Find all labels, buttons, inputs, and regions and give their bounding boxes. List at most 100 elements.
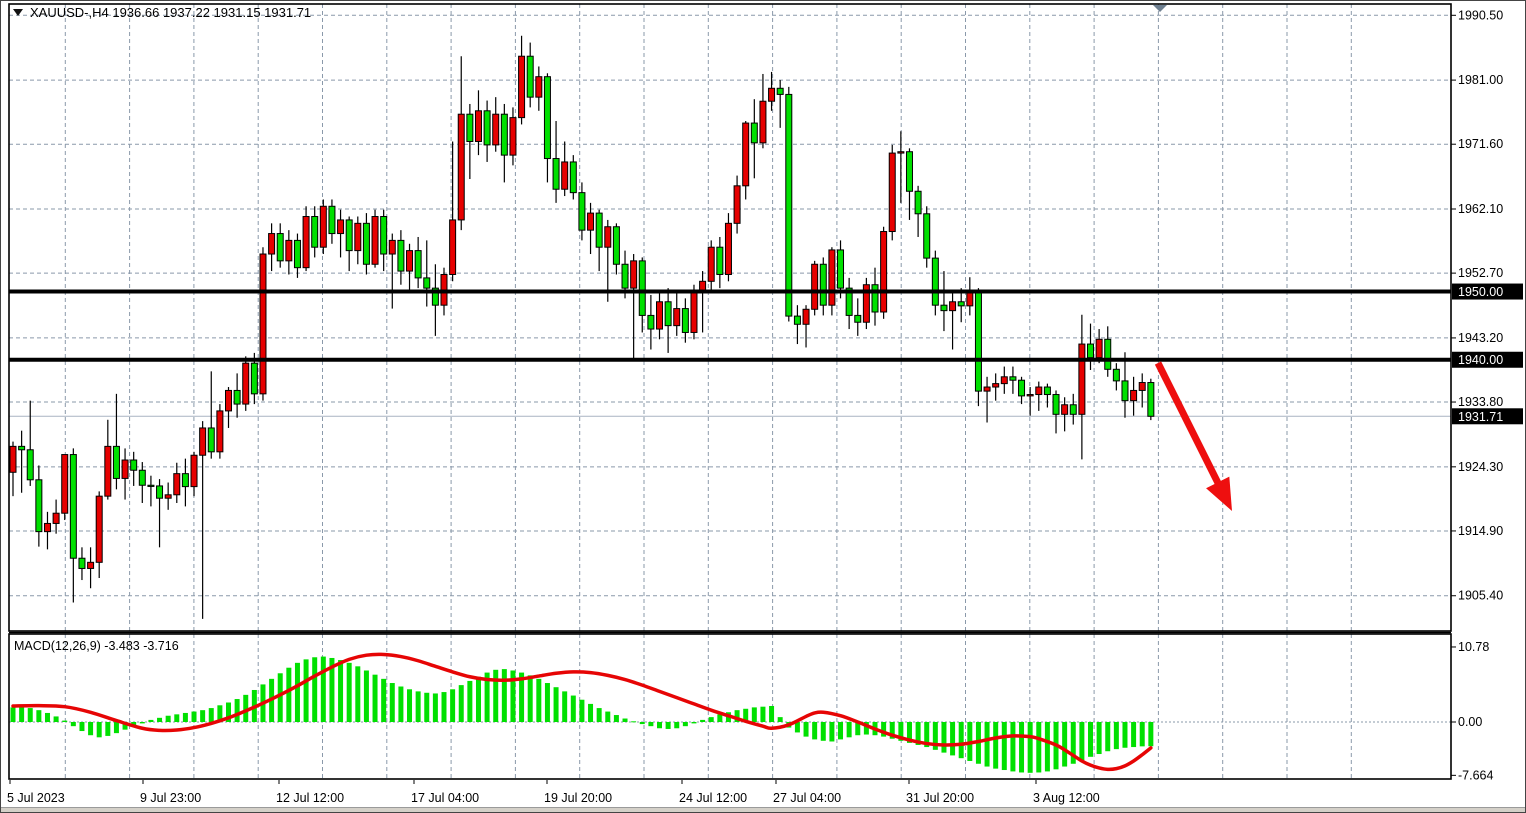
price-tick-label: 1933.80	[1458, 395, 1503, 409]
time-tick-label: 17 Jul 04:00	[411, 791, 479, 805]
candle-body	[173, 473, 181, 496]
candle-body	[388, 239, 396, 255]
candle-body	[43, 522, 51, 533]
candle-body	[276, 233, 284, 262]
candle-body	[380, 216, 388, 255]
candle-body	[1000, 376, 1008, 385]
candle-body	[888, 152, 896, 233]
candle-body	[569, 161, 577, 194]
candle-body	[630, 260, 638, 289]
candles	[9, 35, 1155, 619]
candle-body	[604, 226, 612, 248]
candle-body	[1035, 386, 1043, 396]
candle-body	[966, 291, 974, 307]
price-axis[interactable]: 1990.50 1981.00 1971.60 1962.10 1952.70 1943.…	[1451, 8, 1523, 782]
candle-body	[776, 87, 784, 95]
candle-body	[466, 113, 474, 142]
time-tick-label: 12 Jul 12:00	[276, 791, 344, 805]
price-tick-label: 1952.70	[1458, 266, 1503, 280]
candle-body	[802, 308, 810, 325]
candle-body	[854, 314, 862, 323]
candle-body	[957, 301, 965, 307]
candle-body	[483, 110, 491, 146]
candle-body	[1043, 386, 1051, 396]
candle-body	[992, 383, 1000, 388]
candle-body	[612, 226, 620, 265]
time-tick-label: 5 Jul 2023	[7, 791, 65, 805]
candle-body	[923, 213, 931, 259]
candle-body	[345, 219, 353, 252]
candle-body	[862, 284, 870, 323]
candle-body	[518, 55, 526, 119]
candle-body	[87, 561, 95, 569]
candle-body	[983, 386, 991, 392]
scroll-anchor-icon[interactable]	[1153, 5, 1167, 12]
candle-body	[423, 277, 431, 289]
price-box-label: 1940.00	[1458, 353, 1503, 367]
candle-body	[1078, 343, 1086, 415]
candle-body	[242, 362, 250, 405]
candle-body	[207, 427, 215, 453]
time-tick-label: 27 Jul 04:00	[773, 791, 841, 805]
price-level-box	[1452, 283, 1523, 300]
candle-body	[819, 263, 827, 306]
candle-body	[293, 239, 301, 269]
candle-body	[1061, 404, 1069, 415]
candle-body	[1009, 376, 1017, 381]
candle-body	[595, 212, 603, 248]
macd-tick-label: 0.00	[1458, 715, 1482, 729]
price-level-box	[1452, 351, 1523, 368]
candle-body	[526, 55, 534, 98]
candle-body	[716, 246, 724, 275]
candle-body	[112, 445, 120, 479]
candle-body	[337, 219, 345, 235]
candle-body	[285, 239, 293, 262]
candle-body	[1138, 382, 1146, 391]
time-tick-label: 24 Jul 12:00	[679, 791, 747, 805]
candle-body	[1147, 382, 1155, 417]
macd-signal-line	[11, 652, 1153, 772]
candle-body	[362, 222, 370, 265]
candle-body	[768, 87, 776, 102]
candle-body	[543, 76, 551, 160]
candle-body	[414, 250, 422, 279]
candle-body	[742, 122, 750, 187]
time-axis[interactable]: 5 Jul 2023 9 Jul 23:00 12 Jul 12:00 17 Jul …	[7, 780, 1100, 805]
candle-body	[974, 291, 982, 392]
macd-histogram	[10, 656, 1154, 773]
candle-body	[871, 284, 879, 313]
candle-body	[914, 190, 922, 215]
candle-body	[509, 117, 517, 156]
price-level-box	[1452, 408, 1523, 425]
candle-body	[492, 113, 500, 146]
candle-body	[638, 260, 646, 316]
candle-body	[793, 315, 801, 325]
candle-body	[95, 495, 103, 563]
candle-body	[897, 151, 905, 154]
candle-body	[199, 427, 207, 456]
candle-body	[190, 454, 198, 488]
candle-body	[535, 76, 543, 98]
candle-body	[233, 389, 241, 405]
candle-body	[268, 233, 276, 255]
candle-body	[311, 216, 319, 248]
candle-body	[457, 113, 465, 221]
candle-body	[561, 161, 569, 190]
candle-body	[1130, 389, 1138, 402]
price-box-label: 1931.71	[1458, 410, 1503, 424]
price-tick-label: 1962.10	[1458, 202, 1503, 216]
candle-body	[621, 263, 629, 289]
candle-body	[52, 512, 60, 524]
candle-body	[130, 459, 138, 471]
candle-body	[406, 250, 414, 272]
time-tick-label: 19 Jul 20:00	[544, 791, 612, 805]
candle-body	[690, 291, 698, 333]
candle-body	[319, 205, 327, 248]
candle-body	[578, 192, 586, 231]
trend-arrow[interactable]	[1154, 361, 1232, 511]
candle-body	[147, 484, 155, 487]
candle-body	[707, 246, 715, 282]
candle-body	[1052, 394, 1060, 415]
candle-body	[1026, 394, 1034, 397]
